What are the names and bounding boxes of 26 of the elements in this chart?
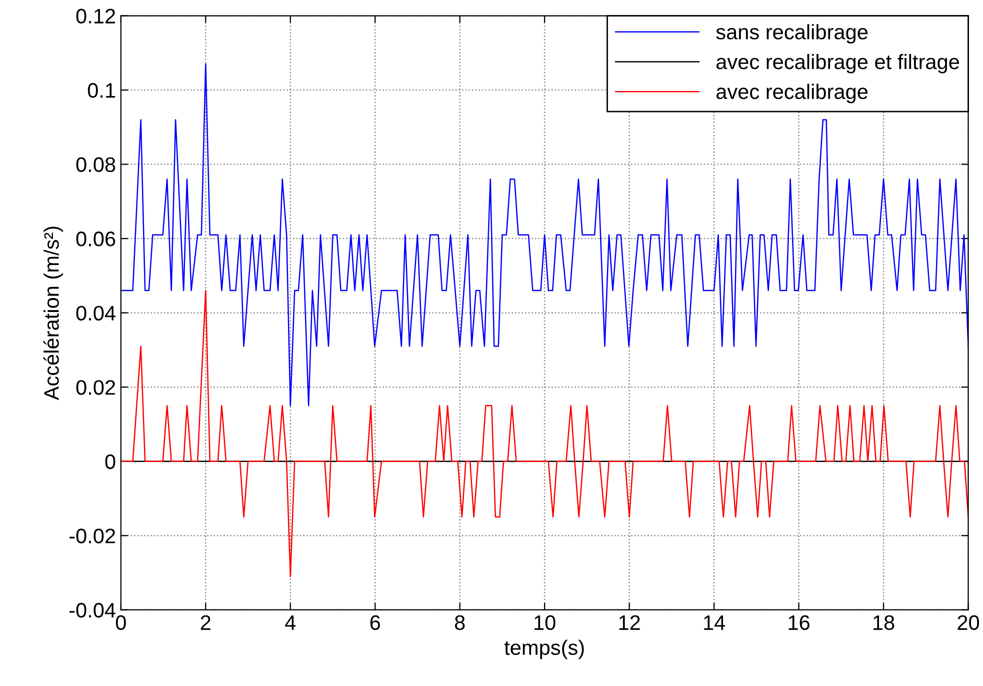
x-tick-label: 16 [788,615,810,630]
x-tick-label: 10 [534,615,556,630]
x-tick-label: 20 [958,615,980,630]
y-tick-label: -0.02 [69,528,116,544]
x-axis-title: temps(s) [504,640,584,660]
y-tick-label: 0.06 [76,232,116,246]
y-tick-label: 0.12 [76,8,116,24]
legend-label: sans recalibrage [716,24,868,44]
y-tick-label: 0.02 [76,380,116,395]
x-tick-label: 4 [285,615,296,630]
y-axis-title: Accélération (m/s²) [43,226,63,400]
y-tick-label: 0.1 [88,83,116,98]
legend-label: avec recalibrage [716,84,868,104]
legend-label: avec recalibrage et filtrage [716,54,960,74]
y-tick-label: -0.04 [69,602,116,618]
x-tick-label: 2 [200,615,210,630]
x-tick-label: 12 [619,615,640,630]
x-tick-label: 0 [116,615,126,630]
y-tick-label: 0 [105,454,116,470]
x-tick-label: 18 [874,615,894,630]
line-series [120,290,968,578]
y-tick-label: 0.08 [76,157,116,172]
x-tick-label: 6 [370,615,380,630]
y-tick-label: 0.04 [76,306,116,321]
x-tick-label: 14 [704,615,726,630]
x-tick-label: 8 [454,615,465,630]
